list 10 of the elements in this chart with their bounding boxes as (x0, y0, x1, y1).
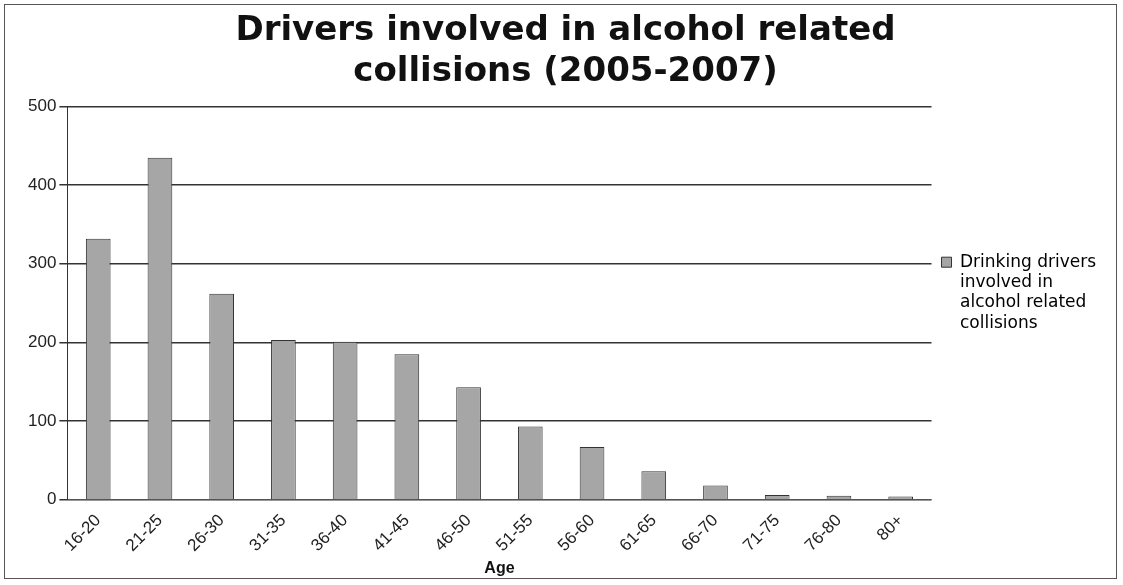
y-tick-label: 300 (27, 253, 57, 273)
x-tick-label: 80+ (872, 510, 907, 545)
y-tick-label: 500 (27, 96, 57, 116)
x-axis-title: Age (484, 558, 515, 576)
legend-label: Drinking drivers involved in alcohol related collisions (960, 250, 1097, 332)
y-tick-label: 200 (27, 332, 57, 352)
y-tick-label: 400 (27, 174, 57, 194)
chart-title: Drivers involved in alcohol related collisions (2005-2007) (235, 8, 896, 90)
y-tick-label: 100 (27, 410, 57, 430)
y-tick-label: 0 (46, 489, 57, 509)
